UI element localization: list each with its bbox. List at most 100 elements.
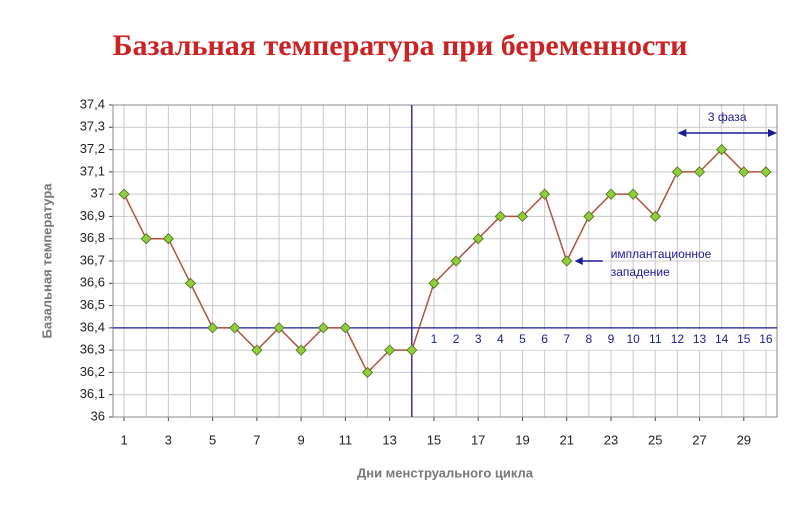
y-axis-label: Базальная температура	[39, 183, 54, 339]
x-tick-label: 15	[427, 432, 441, 447]
y-tick-label: 37,1	[80, 163, 105, 178]
data-point	[140, 233, 152, 245]
phase-day-box	[534, 329, 555, 350]
x-axis-label: Дни менструального цикла	[357, 465, 534, 480]
phase-day-box	[468, 329, 489, 350]
x-tick-label: 3	[165, 432, 172, 447]
phase-day-box	[711, 329, 732, 350]
phase-day-box	[755, 329, 776, 350]
x-tick-label: 21	[559, 432, 573, 447]
data-point	[671, 166, 683, 178]
phase-day-label: 14	[715, 332, 729, 346]
data-point	[118, 188, 130, 200]
data-point	[738, 166, 750, 178]
data-point	[384, 344, 396, 356]
data-point	[428, 277, 440, 289]
phase-day-label: 12	[671, 332, 685, 346]
data-point	[450, 255, 462, 267]
x-tick-label: 7	[253, 432, 260, 447]
phase-day-label: 6	[541, 332, 548, 346]
data-point	[361, 366, 374, 378]
x-tick-label: 17	[471, 432, 485, 447]
phase-day-label: 9	[608, 332, 615, 346]
phase-day-box	[667, 329, 688, 350]
data-point	[627, 188, 639, 200]
phase-day-box	[423, 329, 444, 350]
data-point	[716, 144, 728, 156]
data-point	[295, 344, 307, 356]
phase-day-box	[512, 329, 533, 350]
y-tick-label: 36,1	[80, 386, 105, 401]
chart-title: Базальная температура при беременности	[113, 29, 688, 62]
data-point	[539, 188, 551, 200]
x-tick-label: 1	[120, 432, 127, 447]
phase-day-label: 13	[693, 332, 707, 346]
y-tick-label: 37,4	[80, 96, 105, 111]
phase-day-label: 11	[649, 332, 662, 346]
data-point	[583, 210, 595, 222]
arrow-head	[677, 129, 687, 137]
y-tick-label: 36,2	[80, 364, 105, 379]
annotation-text: имплантационное	[611, 247, 712, 261]
x-tick-label: 19	[515, 432, 529, 447]
phase-day-label: 3	[475, 332, 482, 346]
data-point	[516, 210, 529, 222]
phase-day-box	[556, 329, 577, 350]
phase-day-box	[490, 329, 511, 350]
data-point	[317, 322, 329, 334]
phase-day-label: 5	[519, 332, 526, 346]
phase-day-box	[578, 329, 599, 350]
data-point	[472, 233, 484, 245]
phase-day-label: 4	[497, 332, 504, 346]
phase-day-label: 16	[759, 332, 773, 346]
phase-day-box	[689, 329, 710, 350]
phase-day-label: 7	[563, 332, 570, 346]
phase-day-label: 10	[626, 332, 640, 346]
x-tick-label: 25	[648, 432, 662, 447]
phase-day-label: 8	[586, 332, 593, 346]
data-point	[229, 322, 241, 334]
y-tick-label: 36,9	[80, 208, 105, 223]
data-point	[760, 166, 772, 178]
data-point	[406, 344, 418, 356]
data-point	[339, 322, 351, 334]
arrow-head	[768, 129, 777, 137]
y-tick-label: 36,4	[80, 319, 105, 334]
annotation-text: западение	[611, 265, 670, 279]
data-point	[207, 322, 219, 334]
plot-frame	[112, 104, 778, 418]
data-point	[693, 166, 706, 178]
x-tick-label: 5	[209, 432, 216, 447]
x-tick-label: 9	[298, 432, 305, 447]
x-tick-label: 27	[692, 432, 706, 447]
x-tick-label: 11	[339, 432, 353, 447]
data-point	[273, 322, 285, 334]
phase3-label: 3 фаза	[708, 110, 747, 124]
data-point	[184, 277, 197, 289]
arrow-head	[574, 257, 583, 265]
y-tick-label: 37	[91, 186, 105, 201]
data-point	[649, 210, 661, 222]
y-tick-label: 36,7	[80, 252, 105, 267]
y-tick-label: 37,2	[80, 141, 105, 156]
data-point	[494, 210, 506, 222]
x-tick-label: 13	[382, 432, 396, 447]
phase-day-label: 1	[431, 332, 438, 346]
data-point	[251, 344, 263, 356]
phase-day-box	[601, 329, 621, 350]
phase-day-box	[446, 329, 467, 350]
y-tick-label: 37,3	[80, 119, 105, 134]
phase-day-box	[623, 329, 644, 350]
y-tick-label: 36,5	[80, 297, 105, 312]
phase-day-label: 15	[737, 332, 751, 346]
phase-day-box	[645, 329, 666, 350]
y-tick-label: 36,6	[80, 275, 105, 290]
y-tick-label: 36,3	[80, 342, 105, 357]
x-tick-label: 29	[737, 432, 751, 447]
phase-day-box	[733, 329, 754, 350]
x-tick-label: 23	[604, 432, 618, 447]
y-tick-label: 36	[91, 408, 105, 423]
phase-day-label: 2	[453, 332, 460, 346]
y-tick-label: 36,8	[80, 230, 105, 245]
